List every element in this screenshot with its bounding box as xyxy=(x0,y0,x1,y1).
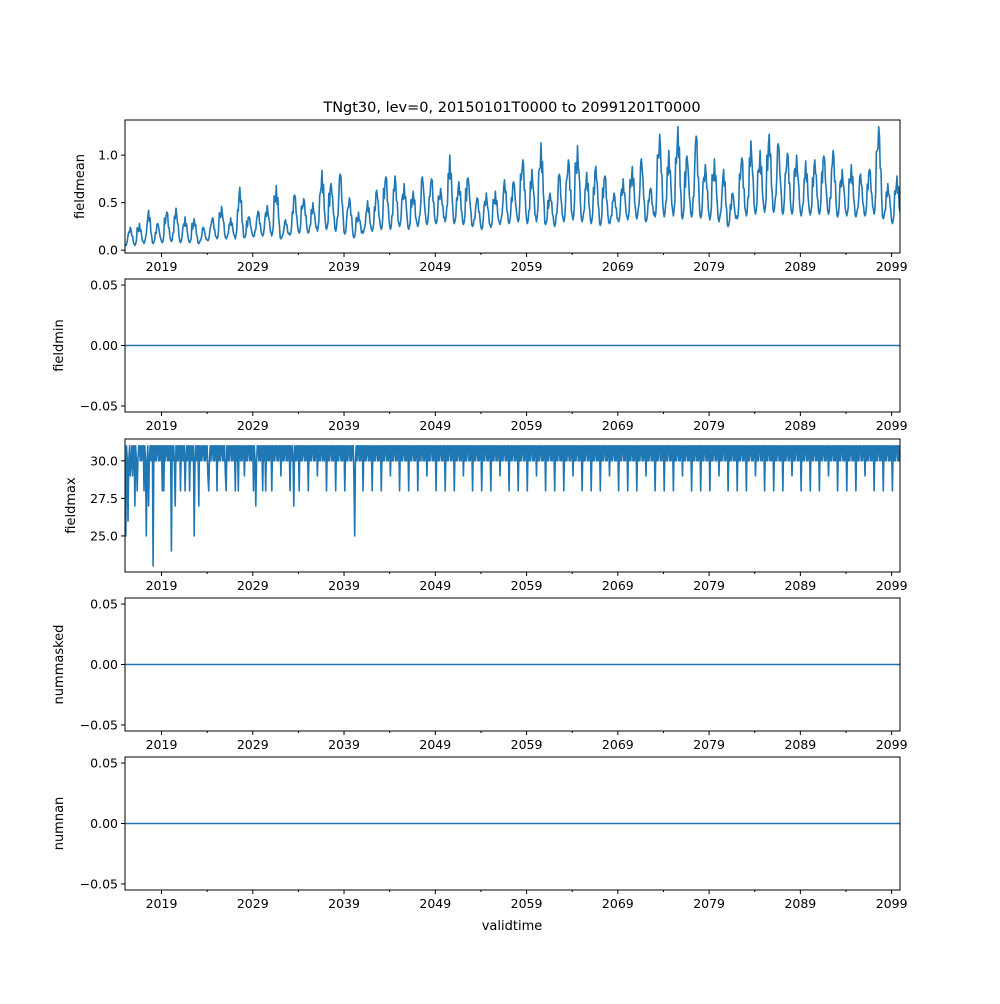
x-tick-label: 2089 xyxy=(784,259,816,274)
panel-fieldmean: 0.0 0.5 1.0 fieldmean 2019 2029 2039 2049 2059 20… xyxy=(73,119,908,274)
series-line-fieldmean xyxy=(125,125,900,247)
y-axis-label: numnan xyxy=(52,797,67,851)
x-tick-label: 2069 xyxy=(602,259,634,274)
x-tick-label: 2099 xyxy=(876,578,908,593)
x-tick-label: 2039 xyxy=(328,259,360,274)
x-tick-label: 2029 xyxy=(237,259,269,274)
x-tick-label: 2089 xyxy=(784,737,816,752)
x-tick-label: 2079 xyxy=(693,737,725,752)
x-tick-label: 2059 xyxy=(511,896,543,911)
y-tick-label: 30.0 xyxy=(90,453,118,468)
x-tick-label: 2079 xyxy=(693,896,725,911)
x-tick-label: 2069 xyxy=(602,737,634,752)
x-tick-label: 2049 xyxy=(419,896,451,911)
y-tick-label: −0.05 xyxy=(80,876,118,891)
x-tick-label: 2039 xyxy=(328,578,360,593)
x-tick-label: 2079 xyxy=(693,578,725,593)
x-tick-label: 2019 xyxy=(146,578,178,593)
x-tick-label: 2029 xyxy=(237,737,269,752)
x-tick-label: 2019 xyxy=(146,259,178,274)
x-tick-label: 2049 xyxy=(419,259,451,274)
x-tick-label: 2079 xyxy=(693,259,725,274)
y-tick-label: 1.0 xyxy=(98,148,118,163)
y-tick-label: −0.05 xyxy=(80,717,118,732)
y-tick-label: 0.5 xyxy=(98,195,118,210)
y-tick-label: 0.05 xyxy=(90,278,118,293)
x-tick-label: 2079 xyxy=(693,418,725,433)
x-tick-label: 2069 xyxy=(602,896,634,911)
panel-nummasked: −0.05 0.00 0.05 nummasked 2019 2029 2039 2049 20… xyxy=(52,597,908,752)
y-axis-label: fieldmax xyxy=(64,477,79,534)
y-axis-label: nummasked xyxy=(52,625,67,705)
x-tick-label: 2019 xyxy=(146,896,178,911)
x-tick-label: 2029 xyxy=(237,418,269,433)
x-tick-label: 2049 xyxy=(419,578,451,593)
x-tick-label: 2059 xyxy=(511,737,543,752)
x-tick-label: 2099 xyxy=(876,737,908,752)
y-axis-label: fieldmean xyxy=(73,154,88,219)
panel-fieldmin: −0.05 0.00 0.05 fieldmin 2019 2029 2039 2049 205… xyxy=(52,278,908,433)
series-line-fieldmax xyxy=(125,444,900,567)
x-tick-label: 2029 xyxy=(237,578,269,593)
x-tick-label: 2099 xyxy=(876,259,908,274)
x-axis-label: validtime xyxy=(482,919,543,934)
panel-fieldmax: 25.0 27.5 30.0 fieldmax 2019 2029 2039 2049 2059… xyxy=(64,438,908,593)
x-tick-label: 2039 xyxy=(328,896,360,911)
y-tick-label: 27.5 xyxy=(90,491,118,506)
x-tick-label: 2059 xyxy=(511,578,543,593)
x-tick-label: 2039 xyxy=(328,737,360,752)
x-tick-label: 2059 xyxy=(511,418,543,433)
x-tick-label: 2099 xyxy=(876,896,908,911)
x-tick-label: 2019 xyxy=(146,737,178,752)
y-tick-label: 0.0 xyxy=(98,243,118,258)
y-tick-label: 0.05 xyxy=(90,597,118,612)
y-tick-label: 0.00 xyxy=(90,338,118,353)
axes-frame xyxy=(124,119,901,254)
x-tick-label: 2049 xyxy=(419,418,451,433)
y-axis-label: fieldmin xyxy=(52,319,67,372)
x-tick-label: 2069 xyxy=(602,418,634,433)
y-tick-label: 0.00 xyxy=(90,816,118,831)
y-tick-label: 0.05 xyxy=(90,756,118,771)
x-tick-label: 2039 xyxy=(328,418,360,433)
y-tick-label: 0.00 xyxy=(90,657,118,672)
x-tick-label: 2029 xyxy=(237,896,269,911)
x-tick-label: 2019 xyxy=(146,418,178,433)
x-tick-label: 2049 xyxy=(419,737,451,752)
y-tick-label: 25.0 xyxy=(90,528,118,543)
axes-frame xyxy=(124,438,901,573)
x-tick-label: 2089 xyxy=(784,578,816,593)
chart-title: TNgt30, lev=0, 20150101T0000 to 20991201… xyxy=(322,100,700,116)
panel-numnan: −0.05 0.00 0.05 numnan 2019 2029 2039 2049 2059 2… xyxy=(52,756,908,911)
x-tick-label: 2089 xyxy=(784,418,816,433)
x-tick-label: 2089 xyxy=(784,896,816,911)
x-tick-label: 2059 xyxy=(511,259,543,274)
x-tick-label: 2069 xyxy=(602,578,634,593)
y-tick-label: −0.05 xyxy=(80,398,118,413)
x-tick-label: 2099 xyxy=(876,418,908,433)
